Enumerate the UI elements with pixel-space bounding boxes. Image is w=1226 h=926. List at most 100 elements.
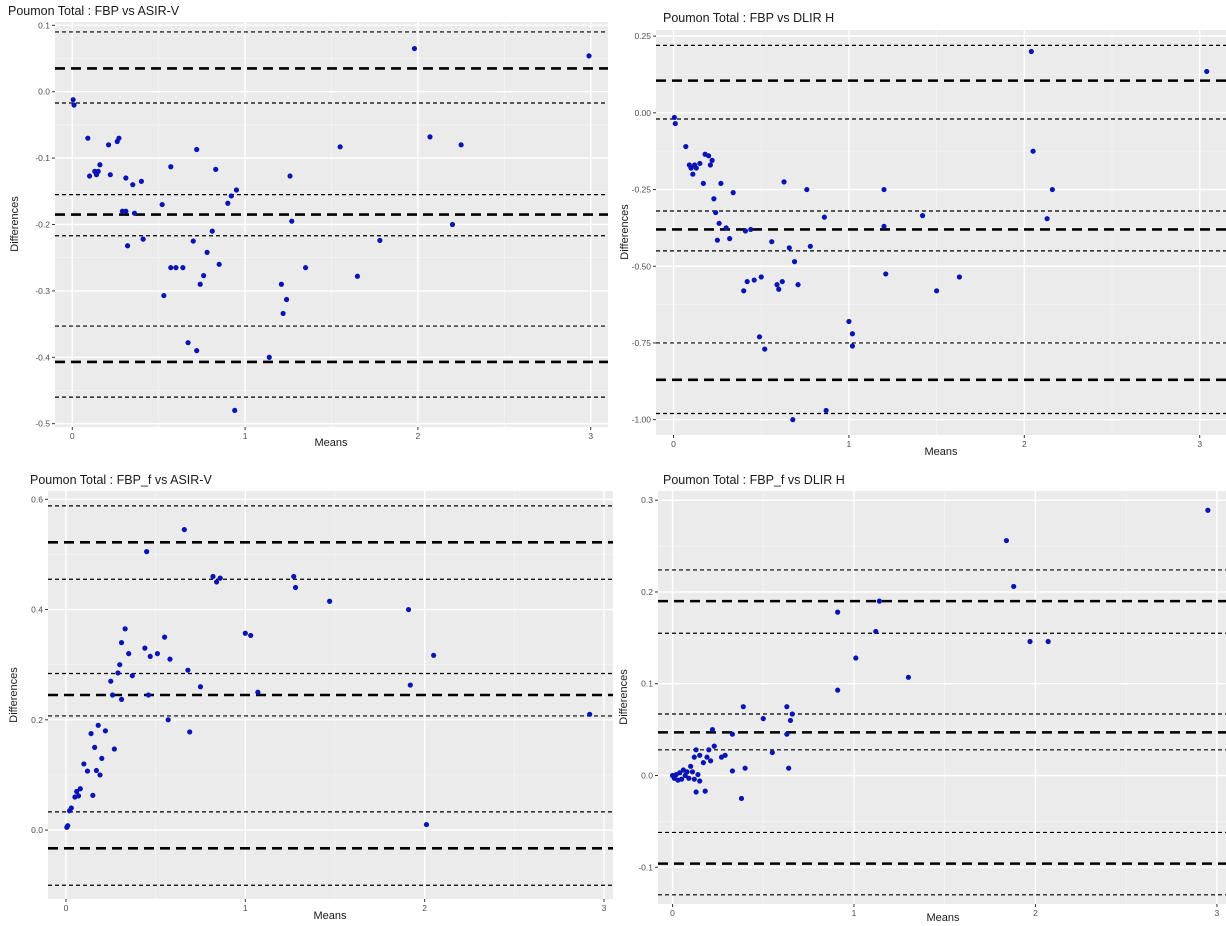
x-tick-label: 2 xyxy=(1022,439,1027,449)
y-axis-title: Differences xyxy=(618,669,630,725)
data-point xyxy=(97,162,103,168)
data-point xyxy=(790,417,796,423)
data-point xyxy=(779,278,785,285)
data-point xyxy=(291,573,297,580)
data-point xyxy=(823,407,829,414)
data-point xyxy=(75,793,82,799)
data-point xyxy=(956,274,963,280)
y-tick-label: 0.1 xyxy=(38,20,50,30)
data-point xyxy=(849,343,856,349)
data-point xyxy=(774,282,780,288)
data-point xyxy=(122,626,128,632)
data-point xyxy=(197,684,204,690)
data-point xyxy=(93,767,100,774)
x-axis-title: Means xyxy=(924,446,958,458)
y-tick-label: 0.00 xyxy=(634,108,651,118)
data-point xyxy=(714,237,720,243)
data-point xyxy=(741,288,747,294)
data-point xyxy=(173,265,179,271)
data-point xyxy=(161,292,167,299)
data-point xyxy=(742,228,749,234)
data-point xyxy=(742,765,748,771)
data-point xyxy=(1205,507,1211,513)
data-point xyxy=(92,744,98,750)
data-point xyxy=(71,102,77,108)
data-point xyxy=(835,609,841,615)
data-point xyxy=(693,747,699,753)
data-point xyxy=(769,749,775,756)
data-point xyxy=(700,180,706,187)
data-point xyxy=(690,171,696,177)
panel-fbpf-vs-asirv: Poumon Total : FBP_f vs ASIR-V 0.6 0.4 0.2… xyxy=(0,463,613,926)
data-point xyxy=(233,187,240,193)
data-point xyxy=(708,758,714,764)
data-point xyxy=(337,144,343,150)
data-point xyxy=(194,348,200,354)
data-point xyxy=(209,228,215,234)
panel-title: Poumon Total : FBP vs DLIR H xyxy=(663,11,834,25)
data-point xyxy=(65,823,71,829)
y-axis-ticks: 0.3 0.2 0.1 0.0 -0.1 xyxy=(638,495,658,872)
data-point xyxy=(730,190,736,196)
plot-fbp-vs-asirv: Poumon Total : FBP vs ASIR-V 0.1 0.0 -0.1 -… xyxy=(8,4,608,449)
gridlines xyxy=(55,22,608,427)
x-axis-ticks: 0 1 2 3 xyxy=(670,904,1220,918)
data-point xyxy=(760,716,766,722)
data-point xyxy=(190,238,196,244)
data-point xyxy=(697,160,703,167)
data-point xyxy=(727,236,733,242)
panel-title: Poumon Total : FBP_f vs ASIR-V xyxy=(30,473,212,487)
data-point xyxy=(85,135,91,141)
data-point xyxy=(287,173,293,179)
data-point xyxy=(81,761,87,767)
x-tick-label: 3 xyxy=(602,903,607,913)
agreement-lines xyxy=(48,505,613,886)
x-tick-label: 1 xyxy=(243,431,248,441)
data-point xyxy=(1011,583,1017,590)
data-point xyxy=(677,770,683,776)
y-tick-label: 0.6 xyxy=(31,494,43,504)
gridlines xyxy=(658,491,1226,904)
data-point xyxy=(217,575,223,581)
data-point xyxy=(107,172,113,178)
data-point xyxy=(95,168,101,174)
data-point xyxy=(225,200,231,206)
data-point xyxy=(702,788,708,794)
data-point xyxy=(140,236,146,242)
data-point xyxy=(821,214,827,220)
data-point xyxy=(905,674,912,680)
plot-background xyxy=(658,491,1226,904)
data-point xyxy=(693,789,699,795)
data-point xyxy=(427,134,433,140)
data-point xyxy=(758,274,764,280)
data-point xyxy=(214,579,220,585)
data-point xyxy=(706,153,712,159)
data-point xyxy=(934,288,940,294)
data-point xyxy=(791,259,798,265)
data-point xyxy=(124,243,131,249)
data-point xyxy=(278,281,284,287)
data-point xyxy=(846,318,852,325)
data-point xyxy=(123,175,129,181)
data-point xyxy=(283,296,290,303)
data-point xyxy=(123,208,129,214)
data-point xyxy=(700,760,706,766)
y-axis-ticks: 0.1 0.0 -0.1 -0.2 -0.3 -0.4 -0.5 xyxy=(35,20,55,429)
data-point xyxy=(786,765,792,771)
data-point xyxy=(377,237,383,244)
data-point xyxy=(105,142,112,148)
data-point xyxy=(161,634,168,640)
data-point xyxy=(449,221,456,228)
data-point xyxy=(117,662,123,668)
data-point xyxy=(1028,48,1034,55)
y-tick-label: 0.0 xyxy=(641,771,653,781)
data-point xyxy=(873,628,879,635)
data-point xyxy=(431,652,437,658)
y-axis-title: Differences xyxy=(8,667,20,723)
y-tick-label: -0.50 xyxy=(632,261,652,271)
data-point xyxy=(1027,638,1033,645)
data-point xyxy=(697,778,703,784)
data-point xyxy=(1204,68,1210,75)
data-points xyxy=(70,45,592,414)
x-axis-title: Means xyxy=(314,437,348,449)
